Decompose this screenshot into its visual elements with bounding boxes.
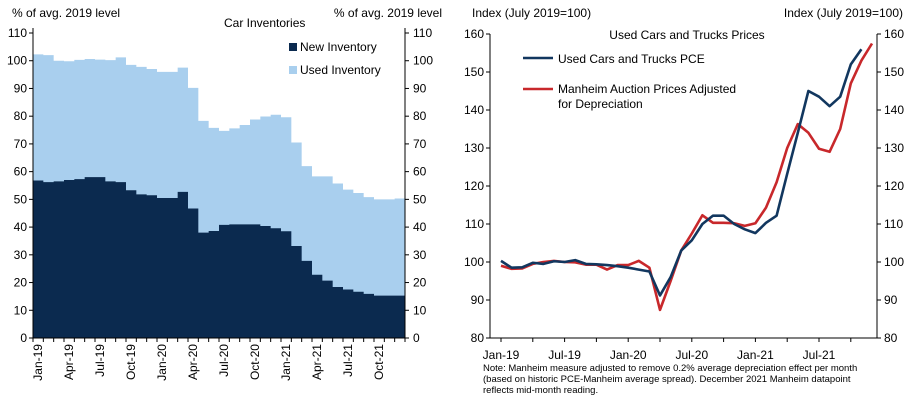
y-tick-label-right: 140	[884, 103, 904, 117]
y-tick-label-left: 100	[464, 255, 484, 269]
x-tick-label: Jan-19	[31, 344, 45, 381]
x-tick-label: Oct-19	[124, 344, 138, 380]
x-tick-label: Jan-19	[483, 348, 520, 362]
x-tick-label: Jul-19	[93, 344, 107, 377]
y-tick-label-left: 140	[464, 103, 484, 117]
y-tick-label-left: 10	[14, 303, 28, 317]
y-tick-label-left: 20	[14, 276, 28, 290]
y-tick-label-left: 40	[14, 220, 28, 234]
new-inventory-area	[33, 177, 405, 338]
x-tick-label: Jan-20	[155, 344, 169, 381]
y-tick-label-left: 160	[464, 27, 484, 41]
legend-label-new-inventory: New Inventory	[300, 40, 377, 54]
x-tick-label: Jul-20	[675, 348, 708, 362]
y-tick-label-left: 130	[464, 141, 484, 155]
y-tick-label-right: 110	[413, 26, 432, 40]
y-tick-label-left: 110	[465, 217, 484, 231]
x-tick-label: Jan-21	[279, 344, 293, 381]
y-tick-label-left: 120	[464, 179, 484, 193]
y-axis-title-right: % of avg. 2019 level	[334, 6, 442, 20]
y-tick-label-left: 150	[464, 65, 484, 79]
y-tick-label-right: 90	[413, 81, 427, 95]
y-tick-label-right: 40	[413, 220, 427, 234]
footnote-line: reflects mid-month reading.	[483, 385, 599, 396]
y-tick-label-right: 100	[413, 54, 433, 68]
chart-title: Used Cars and Trucks Prices	[609, 28, 764, 42]
x-tick-label: Jan-21	[737, 348, 774, 362]
y-axis-title-left: Index (July 2019=100)	[472, 6, 591, 20]
y-tick-label-right: 30	[413, 248, 427, 262]
y-tick-label-left: 90	[14, 81, 28, 95]
chart-title: Car Inventories	[224, 16, 305, 30]
legend-label-manheim: Manheim Auction Prices Adjusted	[558, 82, 736, 96]
y-tick-label-left: 50	[14, 192, 28, 206]
x-tick-label: Apr-20	[186, 344, 200, 380]
y-tick-label-right: 100	[884, 255, 904, 269]
y-tick-label-left: 80	[471, 331, 485, 345]
y-tick-label-left: 90	[471, 293, 485, 307]
x-tick-label: Oct-20	[248, 344, 262, 380]
y-tick-label-right: 70	[413, 137, 427, 151]
y-tick-label-right: 160	[884, 27, 904, 41]
x-tick-label: Jan-20	[610, 348, 647, 362]
footnote: Note: Manheim measure adjusted to remove…	[483, 363, 903, 396]
y-tick-label-right: 0	[413, 331, 420, 345]
y-tick-label-left: 30	[14, 248, 28, 262]
y-tick-label-left: 70	[14, 137, 28, 151]
y-tick-label-right: 110	[884, 217, 903, 231]
y-axis-title-right: Index (July 2019=100)	[784, 6, 903, 20]
footnote-line: Note: Manheim measure adjusted to remove…	[483, 363, 858, 374]
legend-label-used-inventory: Used Inventory	[300, 63, 381, 77]
y-tick-label-right: 20	[413, 276, 427, 290]
x-tick-label: Jul-20	[217, 344, 231, 377]
legend-label-manheim-line2: for Depreciation	[558, 97, 643, 111]
y-tick-label-right: 50	[413, 192, 427, 206]
y-tick-label-left: 60	[14, 165, 28, 179]
y-tick-label-right: 120	[884, 179, 904, 193]
y-tick-label-right: 150	[884, 65, 904, 79]
y-tick-label-left: 100	[7, 54, 27, 68]
y-tick-label-left: 0	[20, 331, 27, 345]
x-tick-label: Apr-19	[62, 344, 76, 380]
x-tick-label: Jul-21	[341, 344, 355, 377]
y-tick-label-right: 60	[413, 165, 427, 179]
legend-swatch-used-inventory	[289, 66, 297, 74]
x-tick-label: Oct-21	[372, 344, 386, 380]
y-tick-label-right: 90	[884, 293, 898, 307]
x-tick-label: Jul-19	[548, 348, 581, 362]
legend-swatch-new-inventory	[289, 43, 297, 51]
x-tick-label: Jul-21	[803, 348, 836, 362]
pce-price-line	[500, 48, 863, 297]
y-tick-label-right: 80	[884, 331, 898, 345]
legend-label-pce: Used Cars and Trucks PCE	[558, 52, 705, 66]
y-tick-label-right: 130	[884, 141, 904, 155]
y-axis-title-left: % of avg. 2019 level	[12, 6, 120, 20]
y-tick-label-left: 110	[8, 26, 27, 40]
y-tick-label-right: 10	[413, 303, 427, 317]
footnote-line: (based on historic PCE-Manheim average s…	[483, 374, 851, 385]
y-tick-label-right: 80	[413, 109, 427, 123]
x-tick-label: Apr-21	[310, 344, 324, 380]
y-tick-label-left: 80	[14, 109, 28, 123]
